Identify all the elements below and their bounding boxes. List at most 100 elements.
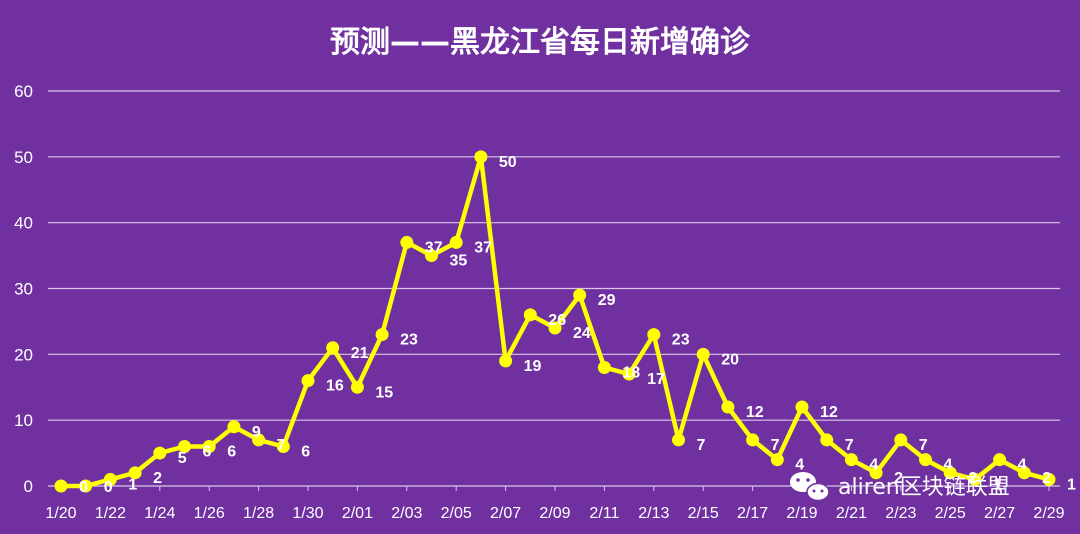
data-label: 12: [820, 404, 838, 421]
data-label: 2: [1042, 470, 1051, 487]
y-tick-label: 60: [14, 82, 33, 101]
x-tick-label: 2/27: [984, 505, 1015, 522]
series-line-group: [54, 150, 1056, 493]
x-tick-label: 1/28: [243, 505, 274, 522]
data-point: [820, 433, 834, 447]
data-label: 2: [153, 470, 162, 487]
data-label: 1: [993, 476, 1002, 493]
data-point: [474, 150, 488, 164]
data-point: [894, 433, 908, 447]
data-point: [647, 328, 661, 342]
y-tick-label: 10: [14, 411, 33, 430]
data-point: [301, 374, 315, 388]
data-point: [103, 472, 117, 486]
watermark-text: aliren区块链联盟: [838, 475, 1010, 500]
data-label: 37: [425, 239, 443, 256]
data-point: [54, 479, 68, 493]
data-label: 4: [869, 457, 878, 474]
data-label: 0: [79, 479, 88, 496]
x-tick-label: 2/11: [589, 505, 619, 522]
x-tick-label: 2/13: [638, 505, 669, 522]
data-point: [696, 347, 710, 361]
data-point: [770, 453, 784, 467]
x-tick-label: 2/05: [441, 505, 472, 522]
data-point: [943, 466, 957, 480]
data-label: 24: [573, 325, 591, 342]
data-label: 29: [598, 292, 616, 309]
data-point: [400, 235, 414, 249]
data-label: 26: [548, 312, 566, 329]
data-label: 4: [944, 457, 953, 474]
x-tick-label: 2/25: [935, 505, 966, 522]
x-tick-label: 2/07: [490, 505, 521, 522]
data-label: 35: [450, 253, 468, 270]
data-point: [573, 288, 587, 302]
data-point: [178, 440, 191, 453]
x-tick-label: 2/29: [1033, 505, 1064, 522]
data-point: [795, 400, 809, 414]
y-tick-label: 50: [14, 148, 33, 167]
x-tick-label: 2/21: [836, 505, 867, 522]
data-point: [326, 341, 340, 355]
y-tick-label: 30: [14, 280, 33, 299]
x-tick-label: 1/30: [292, 505, 323, 522]
data-label: 2: [968, 470, 977, 487]
data-point: [499, 354, 513, 368]
data-label: 12: [746, 404, 764, 421]
data-label: 5: [178, 450, 187, 467]
data-point: [919, 453, 932, 467]
data-point: [1017, 466, 1031, 480]
data-point: [968, 472, 982, 486]
data-point: [844, 453, 858, 467]
data-label: 7: [277, 437, 286, 454]
data-label: 4: [795, 457, 804, 474]
data-label: 20: [721, 351, 739, 368]
data-point: [672, 433, 685, 447]
gridlines: [48, 90, 1060, 487]
data-label: 9: [252, 424, 261, 441]
data-point: [153, 446, 167, 460]
x-tick-label: 2/09: [539, 505, 570, 522]
data-point: [449, 235, 463, 249]
data-point: [276, 440, 290, 453]
data-label: 7: [845, 437, 854, 454]
data-point: [597, 361, 611, 374]
y-tick-label: 0: [24, 477, 33, 496]
x-tick-label: 2/03: [391, 505, 422, 522]
data-label: 1: [128, 476, 137, 493]
data-label: 4: [1018, 457, 1027, 474]
data-label: 7: [919, 437, 928, 454]
data-label: 7: [697, 437, 706, 454]
y-tick-label: 20: [14, 345, 33, 364]
x-tick-label: 1/20: [45, 505, 76, 522]
x-tick-label: 2/01: [342, 505, 373, 522]
wechat-icon: [790, 472, 830, 502]
x-tick-label: 1/22: [95, 505, 126, 522]
data-label: 19: [524, 358, 542, 375]
data-label: 0: [104, 479, 113, 496]
data-label: 18: [622, 365, 640, 382]
data-label: 6: [301, 444, 310, 461]
y-tick-label: 40: [14, 214, 33, 233]
data-label: 17: [647, 371, 665, 388]
data-point: [548, 321, 562, 335]
data-label: 16: [326, 378, 344, 395]
data-point: [252, 433, 266, 447]
data-point: [869, 466, 883, 480]
data-point: [375, 328, 389, 342]
data-point: [227, 420, 241, 434]
x-tick-label: 2/23: [885, 505, 916, 522]
data-point: [993, 453, 1007, 467]
data-label: 1: [1067, 476, 1076, 493]
data-point: [721, 400, 735, 414]
y-axis-ticks: 0 10 20 30 40 50 60: [14, 82, 33, 496]
data-point: [523, 308, 537, 322]
data-point: [425, 249, 438, 263]
data-label: 15: [375, 384, 393, 401]
data-label: 23: [672, 332, 690, 349]
data-point: [746, 433, 760, 447]
data-point: [202, 440, 216, 453]
data-label: 23: [400, 332, 418, 349]
